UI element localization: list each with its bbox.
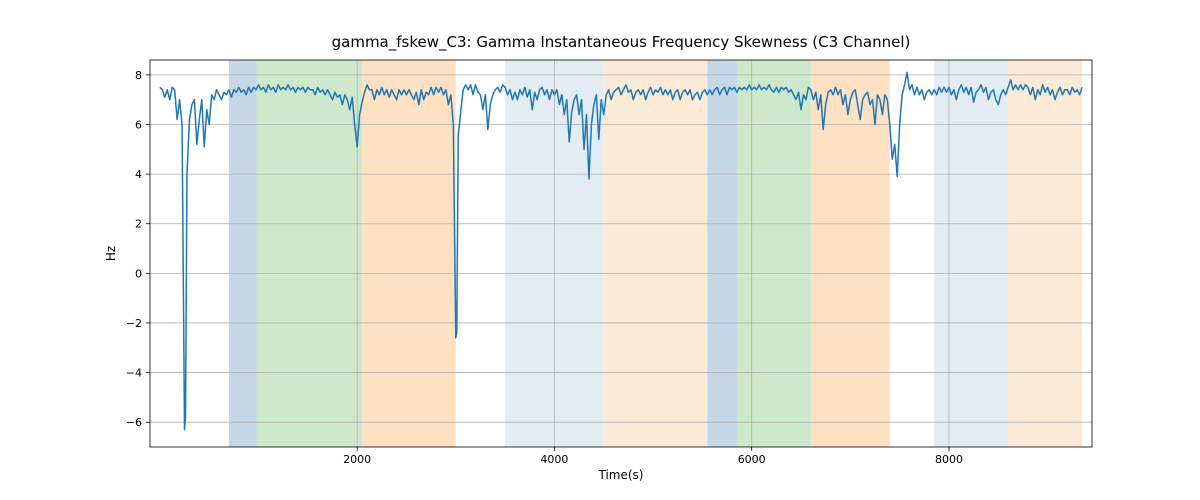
svg-text:0: 0	[135, 267, 142, 280]
svg-text:4000: 4000	[540, 453, 568, 466]
svg-text:4: 4	[135, 168, 142, 181]
svg-text:−4: −4	[126, 367, 142, 380]
svg-text:6000: 6000	[738, 453, 766, 466]
chart-svg: gamma_fskew_C3: Gamma Instantaneous Freq…	[0, 0, 1200, 500]
chart-container: gamma_fskew_C3: Gamma Instantaneous Freq…	[0, 0, 1200, 500]
x-tick-labels: 2000 4000 6000 8000	[343, 453, 963, 466]
svg-text:2: 2	[135, 218, 142, 231]
chart-title: gamma_fskew_C3: Gamma Instantaneous Freq…	[332, 33, 911, 52]
svg-text:6: 6	[135, 119, 142, 132]
svg-text:2000: 2000	[343, 453, 371, 466]
svg-text:8000: 8000	[935, 453, 963, 466]
y-axis-label: Hz	[104, 246, 118, 261]
svg-text:−2: −2	[126, 317, 142, 330]
y-tick-labels: −6 −4 −2 0 2 4 6 8	[126, 69, 142, 429]
x-axis-label: Time(s)	[598, 468, 644, 482]
svg-text:8: 8	[135, 69, 142, 82]
svg-text:−6: −6	[126, 416, 142, 429]
